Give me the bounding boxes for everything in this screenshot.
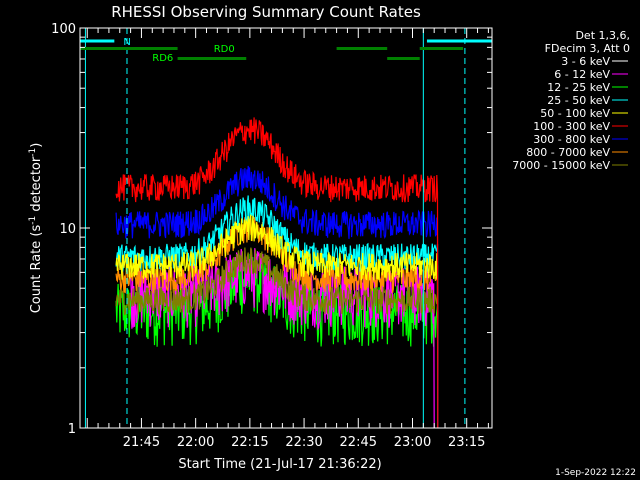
x-tick-label: 22:00 <box>177 435 214 450</box>
legend-entry: 100 - 300 keV <box>533 120 610 133</box>
x-tick-label: 21:45 <box>123 435 160 450</box>
x-tick-label: 22:15 <box>231 435 268 450</box>
legend-header: Det 1,3,6, <box>575 29 630 42</box>
chart-title: RHESSI Observing Summary Count Rates <box>111 3 421 21</box>
y-axis: 1 10 100 <box>51 22 492 437</box>
y-tick-label: 10 <box>59 222 76 237</box>
legend-entry: 800 - 7000 keV <box>526 146 610 159</box>
legend-entry: 25 - 50 keV <box>547 94 610 107</box>
series-line <box>115 214 439 428</box>
x-tick-label: 22:45 <box>340 435 377 450</box>
y-tick-label: 1 <box>68 422 76 437</box>
y-tick-label: 100 <box>51 22 76 37</box>
plot-area: N RD0 RD6 <box>80 28 492 428</box>
y-axis-label: Count Rate (s-1 detector-1) <box>28 143 44 314</box>
series-line <box>115 165 439 428</box>
x-axis-label: Start Time (21-Jul-17 21:36:22) <box>178 457 381 472</box>
x-tick-label: 23:15 <box>448 435 485 450</box>
series-line <box>115 195 439 428</box>
rd6-label: RD6 <box>152 53 173 64</box>
generated-date: 1-Sep-2022 12:22 <box>555 468 636 478</box>
legend-header: FDecim 3, Att 0 <box>545 42 630 55</box>
x-axis: 21:45 22:00 22:15 22:30 22:45 23:00 23:15 <box>86 28 489 450</box>
legend-entry: 7000 - 15000 keV <box>512 159 610 172</box>
night-label: N <box>123 37 130 48</box>
rd0-label: RD0 <box>214 44 235 55</box>
legend-entry: 12 - 25 keV <box>547 81 610 94</box>
legend-entry: 50 - 100 keV <box>540 107 610 120</box>
series-line <box>115 247 439 428</box>
legend-entry: 3 - 6 keV <box>561 55 610 68</box>
x-tick-label: 22:30 <box>285 435 322 450</box>
legend-entry: 6 - 12 keV <box>554 68 610 81</box>
x-tick-label: 23:00 <box>394 435 431 450</box>
series-line <box>115 117 439 428</box>
legend-entry: 300 - 800 keV <box>533 133 610 146</box>
